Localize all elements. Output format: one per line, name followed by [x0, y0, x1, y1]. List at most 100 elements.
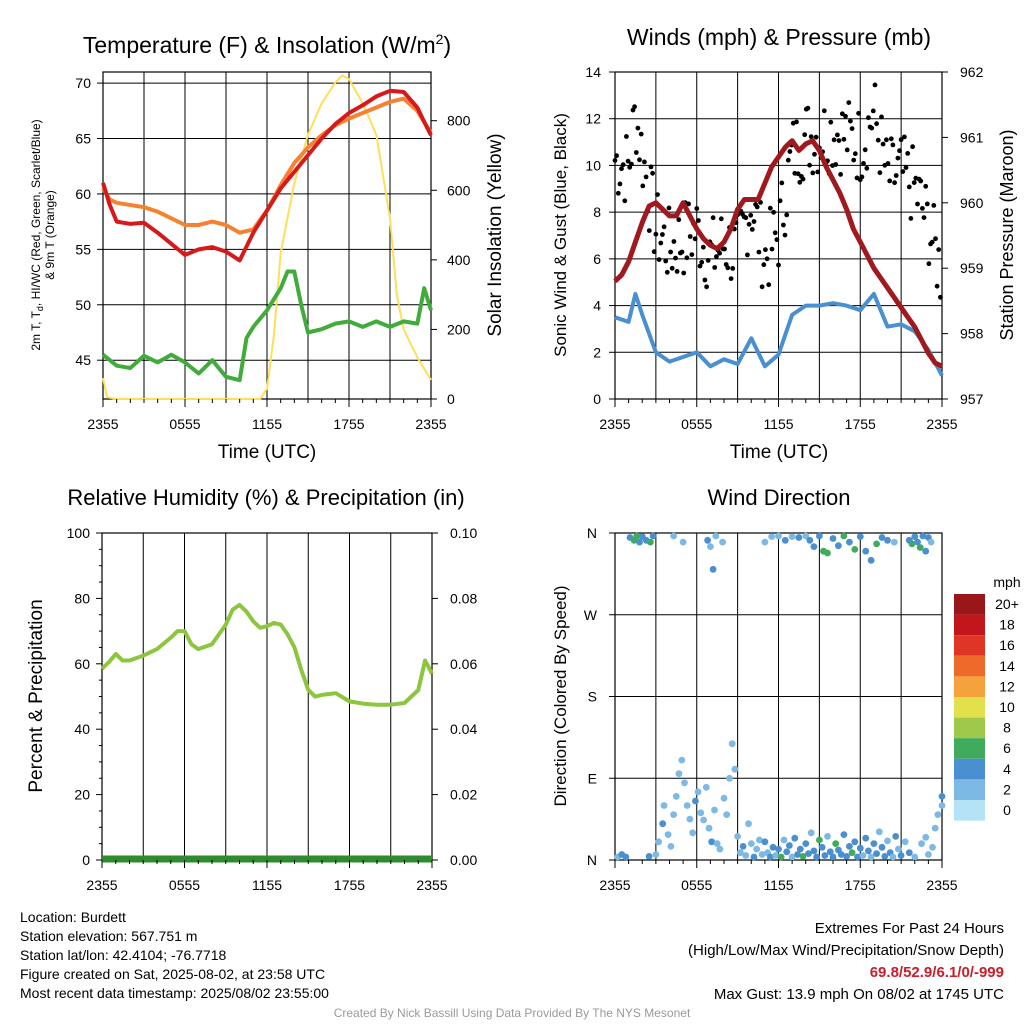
gust-point	[763, 247, 768, 253]
direction-point	[889, 853, 897, 861]
gust-point	[905, 151, 911, 156]
direction-point	[796, 845, 804, 853]
gust-point	[743, 215, 749, 221]
direction-point	[884, 837, 891, 845]
y-tick-label: 80	[74, 590, 90, 606]
legend-label: 12	[999, 678, 1015, 694]
direction-point	[768, 533, 776, 540]
direction-point	[821, 852, 829, 859]
gust-point	[841, 136, 847, 142]
gust-point	[810, 170, 816, 176]
extremes-legend: (High/Low/Max Wind/Precipitation/Snow De…	[688, 942, 1004, 959]
gust-point	[620, 162, 626, 168]
direction-point	[884, 536, 891, 544]
gust-point	[656, 257, 662, 262]
legend-label: 16	[999, 637, 1015, 653]
gust-point	[851, 157, 857, 163]
direction-point	[679, 538, 687, 546]
gust-point	[651, 249, 657, 255]
gust-point	[704, 284, 709, 290]
gust-point	[754, 204, 760, 210]
temperature-ylabel: 2m T, Td, HI/WC (Red, Green, Scarlet/Blu…	[29, 119, 57, 350]
gust-point	[692, 236, 698, 242]
direction-point	[791, 834, 799, 842]
extremes-title: Extremes For Past 24 Hours	[814, 920, 1004, 937]
gust-point	[751, 219, 757, 224]
direction-point	[707, 543, 714, 550]
direction-point	[810, 543, 818, 550]
direction-point	[761, 838, 769, 846]
direction-point	[697, 809, 705, 817]
gust-point	[924, 201, 930, 207]
gust-point	[866, 115, 871, 121]
gust-point	[815, 169, 821, 175]
direction-point	[824, 549, 831, 557]
y2-tick-label: 0.04	[450, 721, 477, 737]
y-tick-label: 50	[75, 297, 91, 313]
direction-point	[664, 831, 672, 838]
gust-point	[926, 261, 932, 267]
gust-point	[614, 153, 619, 159]
direction-point	[777, 853, 785, 861]
gust-point	[728, 276, 734, 281]
gust-point	[910, 144, 915, 150]
y-tick-label: E	[588, 770, 597, 786]
wind-direction-title: Wind Direction	[707, 485, 850, 510]
y-tick-label: 10	[585, 157, 601, 173]
y-tick-label: 55	[75, 241, 91, 257]
direction-point	[652, 851, 660, 858]
direction-point	[672, 793, 680, 800]
direction-point	[689, 829, 697, 837]
gust-point	[892, 180, 897, 186]
gust-point	[722, 246, 727, 252]
gust-point	[746, 221, 752, 227]
gust-point	[835, 132, 840, 138]
gust-point	[787, 149, 793, 154]
gust-point	[717, 250, 722, 256]
gust-point	[617, 181, 623, 187]
y-tick-label: 65	[75, 131, 91, 147]
direction-point	[878, 534, 886, 541]
gust-point	[700, 244, 706, 250]
gust-point	[843, 113, 848, 119]
legend-swatch	[954, 655, 985, 677]
gust-point	[794, 119, 799, 125]
direction-point	[813, 853, 820, 861]
direction-point	[806, 536, 814, 544]
gust-point	[615, 190, 621, 196]
gust-point	[879, 114, 884, 120]
gust-point	[856, 110, 861, 116]
gust-point	[874, 121, 879, 127]
gust-point	[696, 218, 701, 223]
wind-direction-panel: Wind Direction 2355 0555 1155 1755 2355NESWN…	[551, 485, 1021, 893]
direction-point	[758, 851, 766, 858]
gust-point	[669, 265, 675, 271]
direction-point	[916, 544, 924, 551]
gust-point	[885, 161, 891, 166]
legend-swatch	[954, 594, 985, 615]
temperature-insolation-panel: Temperature (F) & Insolation (W/m2) 2355…	[29, 31, 506, 463]
y2-tick-label: 0.02	[450, 787, 477, 803]
direction-point	[918, 840, 925, 847]
gust-point	[902, 134, 907, 140]
direction-point	[818, 843, 826, 851]
direction-point	[649, 532, 657, 540]
gust-point	[872, 82, 878, 88]
y-tick-label: N	[587, 852, 597, 868]
gust-point	[671, 239, 677, 244]
direction-point	[799, 853, 807, 860]
direction-point	[837, 851, 845, 858]
legend-label: 8	[1003, 720, 1011, 736]
series-line-2	[101, 269, 433, 383]
gust-point	[718, 216, 724, 222]
gust-point	[625, 158, 631, 164]
direction-point	[769, 843, 777, 851]
gust-point	[725, 265, 731, 271]
direction-point	[670, 811, 677, 818]
direction-point	[870, 840, 878, 847]
gust-point	[808, 134, 814, 140]
gust-point	[779, 180, 785, 186]
pressure-y2label: Station Pressure (Maroon)	[997, 129, 1017, 340]
gust-point	[679, 249, 685, 255]
gust-point	[877, 170, 883, 176]
